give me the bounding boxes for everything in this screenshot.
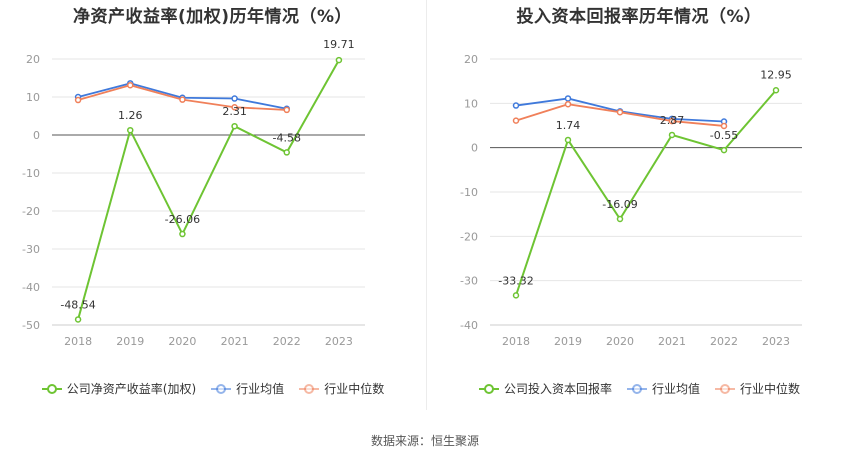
chart-panel-roic: 投入资本回报率历年情况（%） 20 10 0 -10 -20 -30 -40 2018 2019…	[428, 0, 850, 410]
x-tick-label: 2021	[221, 335, 249, 348]
chart-title: 投入资本回报率历年情况（%）	[516, 7, 762, 27]
data-label: 1.74	[556, 119, 581, 132]
legend-line-icon	[715, 383, 735, 394]
legend-label: 行业均值	[236, 382, 285, 396]
x-tick-label: 2023	[762, 335, 790, 348]
data-label: 2.87	[660, 114, 685, 127]
legend-item-industry_median[interactable]: 行业中位数	[714, 380, 800, 397]
data-label: -16.09	[602, 198, 637, 211]
y-tick-label: 0	[471, 142, 478, 155]
legend-item-company[interactable]: 公司净资产收益率(加权)	[41, 380, 196, 397]
data-point-industry_median[interactable]	[564, 100, 572, 108]
data-point-company[interactable]	[564, 136, 572, 144]
legend-line-icon	[211, 383, 232, 394]
data-point-industry_median[interactable]	[283, 106, 290, 114]
data-point-company[interactable]	[231, 122, 238, 130]
y-tick-label: 20	[464, 53, 478, 66]
data-point-industry_median[interactable]	[512, 117, 520, 124]
y-tick-label: 10	[26, 91, 40, 104]
y-tick-label: -40	[460, 319, 478, 332]
y-tick-label: -10	[22, 167, 40, 180]
data-point-company[interactable]	[74, 316, 82, 323]
legend-label: 公司投入资本回报率	[503, 382, 612, 396]
series-line-company	[77, 59, 340, 320]
legend-label: 公司净资产收益率(加权)	[66, 382, 197, 396]
panel-divider	[426, 0, 427, 410]
data-point-industry_avg[interactable]	[564, 95, 572, 102]
data-point-industry_median[interactable]	[231, 104, 238, 111]
chart-legend: 公司净资产收益率(加权) 行业均值 行业中位数	[0, 380, 425, 397]
y-tick-label: -20	[460, 230, 478, 243]
chart-plot-roe: 20 10 0 -10 -20 -30 -40 -50 2018 2019 2020 2021 2022…	[22, 38, 365, 348]
legend-line-icon	[478, 383, 499, 394]
x-tick-label: 2022	[710, 335, 738, 348]
data-label: 19.71	[323, 38, 355, 51]
legend-item-industry_avg[interactable]: 行业均值	[210, 380, 284, 397]
legend-line-icon	[299, 383, 320, 394]
x-tick-label: 2019	[116, 335, 144, 348]
chart-plot-roic: 20 10 0 -10 -20 -30 -40 2018 2019 2020 2021 2022 202…	[460, 53, 802, 348]
data-point-industry_median[interactable]	[668, 117, 676, 125]
data-label: -0.55	[710, 129, 738, 142]
data-point-industry_median[interactable]	[616, 108, 624, 116]
data-label: 12.95	[760, 68, 792, 81]
x-tick-label: 2022	[273, 335, 301, 348]
legend-item-industry_avg[interactable]: 行业均值	[626, 380, 700, 397]
data-label: 1.26	[118, 109, 143, 122]
y-tick-label: -30	[22, 243, 40, 256]
y-tick-label: -50	[22, 319, 40, 332]
series-line-company	[515, 89, 777, 296]
x-tick-label: 2021	[658, 335, 686, 348]
data-point-company[interactable]	[668, 131, 676, 139]
data-label: 2.31	[222, 105, 247, 118]
data-point-company[interactable]	[720, 146, 728, 154]
x-tick-label: 2018	[502, 335, 530, 348]
legend-label: 行业均值	[651, 382, 700, 396]
legend-label: 行业中位数	[324, 382, 385, 396]
data-source-note: 数据来源：恒生聚源	[370, 434, 479, 448]
legend-label: 行业中位数	[740, 382, 801, 396]
data-point-industry_median[interactable]	[127, 81, 134, 89]
y-tick-label: -30	[460, 275, 478, 288]
data-point-company[interactable]	[335, 56, 343, 64]
data-point-industry_median[interactable]	[179, 96, 186, 103]
legend-item-company[interactable]: 公司投入资本回报率	[478, 380, 612, 397]
y-tick-label: 10	[464, 97, 478, 110]
data-point-industry_avg[interactable]	[512, 102, 520, 109]
legend-line-icon	[41, 383, 62, 394]
x-tick-label: 2023	[325, 335, 353, 348]
data-label: -33.32	[498, 274, 533, 287]
chart-legend: 公司投入资本回报率 行业均值 行业中位数	[428, 380, 850, 397]
chart-title: 净资产收益率(加权)历年情况（%）	[72, 7, 353, 27]
y-tick-label: -20	[22, 205, 40, 218]
x-tick-label: 2018	[64, 335, 92, 348]
data-point-company[interactable]	[512, 292, 520, 299]
y-tick-label: -10	[460, 186, 478, 199]
data-point-industry_avg[interactable]	[231, 95, 238, 102]
chart-panel-roe: 净资产收益率(加权)历年情况（%） 20 10 0 -10 -20 -30 -40 -50 20…	[0, 0, 425, 410]
data-label: -4.58	[273, 131, 301, 144]
data-label: -48.54	[60, 298, 95, 311]
x-tick-label: 2020	[168, 335, 196, 348]
y-tick-label: -40	[22, 281, 40, 294]
x-tick-label: 2019	[554, 335, 582, 348]
data-point-industry_median[interactable]	[720, 122, 728, 130]
data-point-company[interactable]	[127, 126, 134, 134]
data-point-company[interactable]	[772, 87, 780, 94]
legend-item-industry_median[interactable]: 行业中位数	[298, 380, 384, 397]
data-point-company[interactable]	[283, 149, 290, 156]
data-label: -26.06	[165, 213, 200, 226]
y-tick-label: 0	[33, 129, 40, 142]
legend-line-icon	[626, 383, 647, 394]
data-point-company[interactable]	[616, 215, 624, 223]
y-tick-label: 20	[26, 53, 40, 66]
data-point-company[interactable]	[179, 230, 186, 238]
data-point-industry_median[interactable]	[74, 96, 82, 104]
x-tick-label: 2020	[606, 335, 634, 348]
